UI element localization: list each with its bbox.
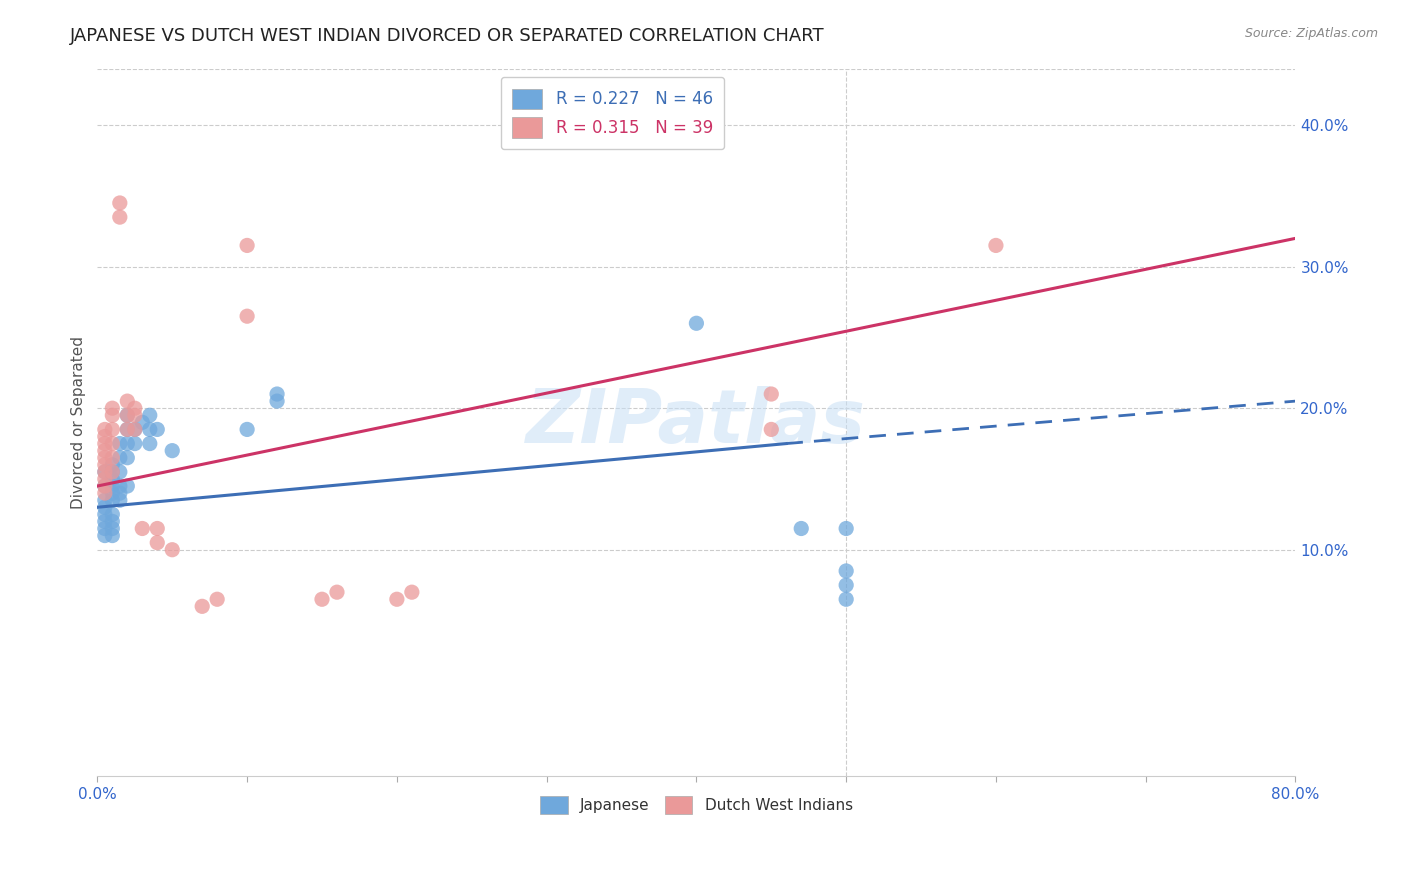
Point <box>117 479 139 493</box>
Point <box>101 479 124 493</box>
Point <box>131 521 153 535</box>
Point <box>117 436 139 450</box>
Point <box>236 238 259 252</box>
Point <box>101 486 124 500</box>
Point <box>139 436 162 450</box>
Point <box>236 422 259 436</box>
Point <box>236 309 259 323</box>
Point <box>101 515 124 529</box>
Point <box>101 528 124 542</box>
Text: ZIPatlas: ZIPatlas <box>526 386 866 458</box>
Point <box>101 436 124 450</box>
Point <box>101 472 124 486</box>
Point <box>761 387 783 401</box>
Y-axis label: Divorced or Separated: Divorced or Separated <box>72 336 86 508</box>
Point <box>835 578 858 592</box>
Legend: Japanese, Dutch West Indians: Japanese, Dutch West Indians <box>530 785 863 825</box>
Point <box>94 515 117 529</box>
Point <box>124 401 146 416</box>
Point <box>108 465 131 479</box>
Point <box>124 422 146 436</box>
Point <box>94 465 117 479</box>
Point <box>146 521 169 535</box>
Point <box>117 422 139 436</box>
Text: JAPANESE VS DUTCH WEST INDIAN DIVORCED OR SEPARATED CORRELATION CHART: JAPANESE VS DUTCH WEST INDIAN DIVORCED O… <box>70 27 825 45</box>
Point <box>94 508 117 522</box>
Point <box>835 521 858 535</box>
Point <box>266 387 288 401</box>
Point <box>94 521 117 535</box>
Point <box>160 542 183 557</box>
Point <box>94 479 117 493</box>
Point <box>108 436 131 450</box>
Point <box>94 472 117 486</box>
Point <box>685 316 707 330</box>
Point <box>117 409 139 423</box>
Point <box>94 465 117 479</box>
Point <box>761 422 783 436</box>
Point <box>101 422 124 436</box>
Point <box>124 422 146 436</box>
Point <box>94 422 117 436</box>
Point <box>94 493 117 508</box>
Point <box>160 443 183 458</box>
Point <box>326 585 349 599</box>
Point <box>108 210 131 224</box>
Point <box>108 493 131 508</box>
Point <box>94 479 117 493</box>
Point <box>94 528 117 542</box>
Point <box>385 592 408 607</box>
Point <box>124 436 146 450</box>
Point <box>117 450 139 465</box>
Point <box>101 401 124 416</box>
Point <box>139 409 162 423</box>
Point <box>311 592 333 607</box>
Point <box>146 535 169 549</box>
Point <box>117 409 139 423</box>
Point <box>94 443 117 458</box>
Point <box>205 592 228 607</box>
Point <box>94 450 117 465</box>
Point <box>191 599 214 614</box>
Point <box>101 521 124 535</box>
Point <box>835 592 858 607</box>
Point <box>101 409 124 423</box>
Point <box>94 486 117 500</box>
Point <box>101 458 124 472</box>
Point <box>790 521 813 535</box>
Point <box>124 409 146 423</box>
Point <box>108 486 131 500</box>
Point <box>94 458 117 472</box>
Point <box>266 394 288 409</box>
Point <box>101 450 124 465</box>
Point <box>94 429 117 443</box>
Point <box>401 585 423 599</box>
Point <box>139 422 162 436</box>
Point <box>984 238 1007 252</box>
Point <box>117 394 139 409</box>
Point <box>101 465 124 479</box>
Point <box>101 465 124 479</box>
Point <box>131 415 153 429</box>
Point <box>94 500 117 515</box>
Point <box>108 450 131 465</box>
Point <box>101 508 124 522</box>
Point <box>146 422 169 436</box>
Point <box>108 479 131 493</box>
Text: Source: ZipAtlas.com: Source: ZipAtlas.com <box>1244 27 1378 40</box>
Point <box>117 422 139 436</box>
Point <box>94 436 117 450</box>
Point <box>101 493 124 508</box>
Point <box>108 196 131 211</box>
Point <box>835 564 858 578</box>
